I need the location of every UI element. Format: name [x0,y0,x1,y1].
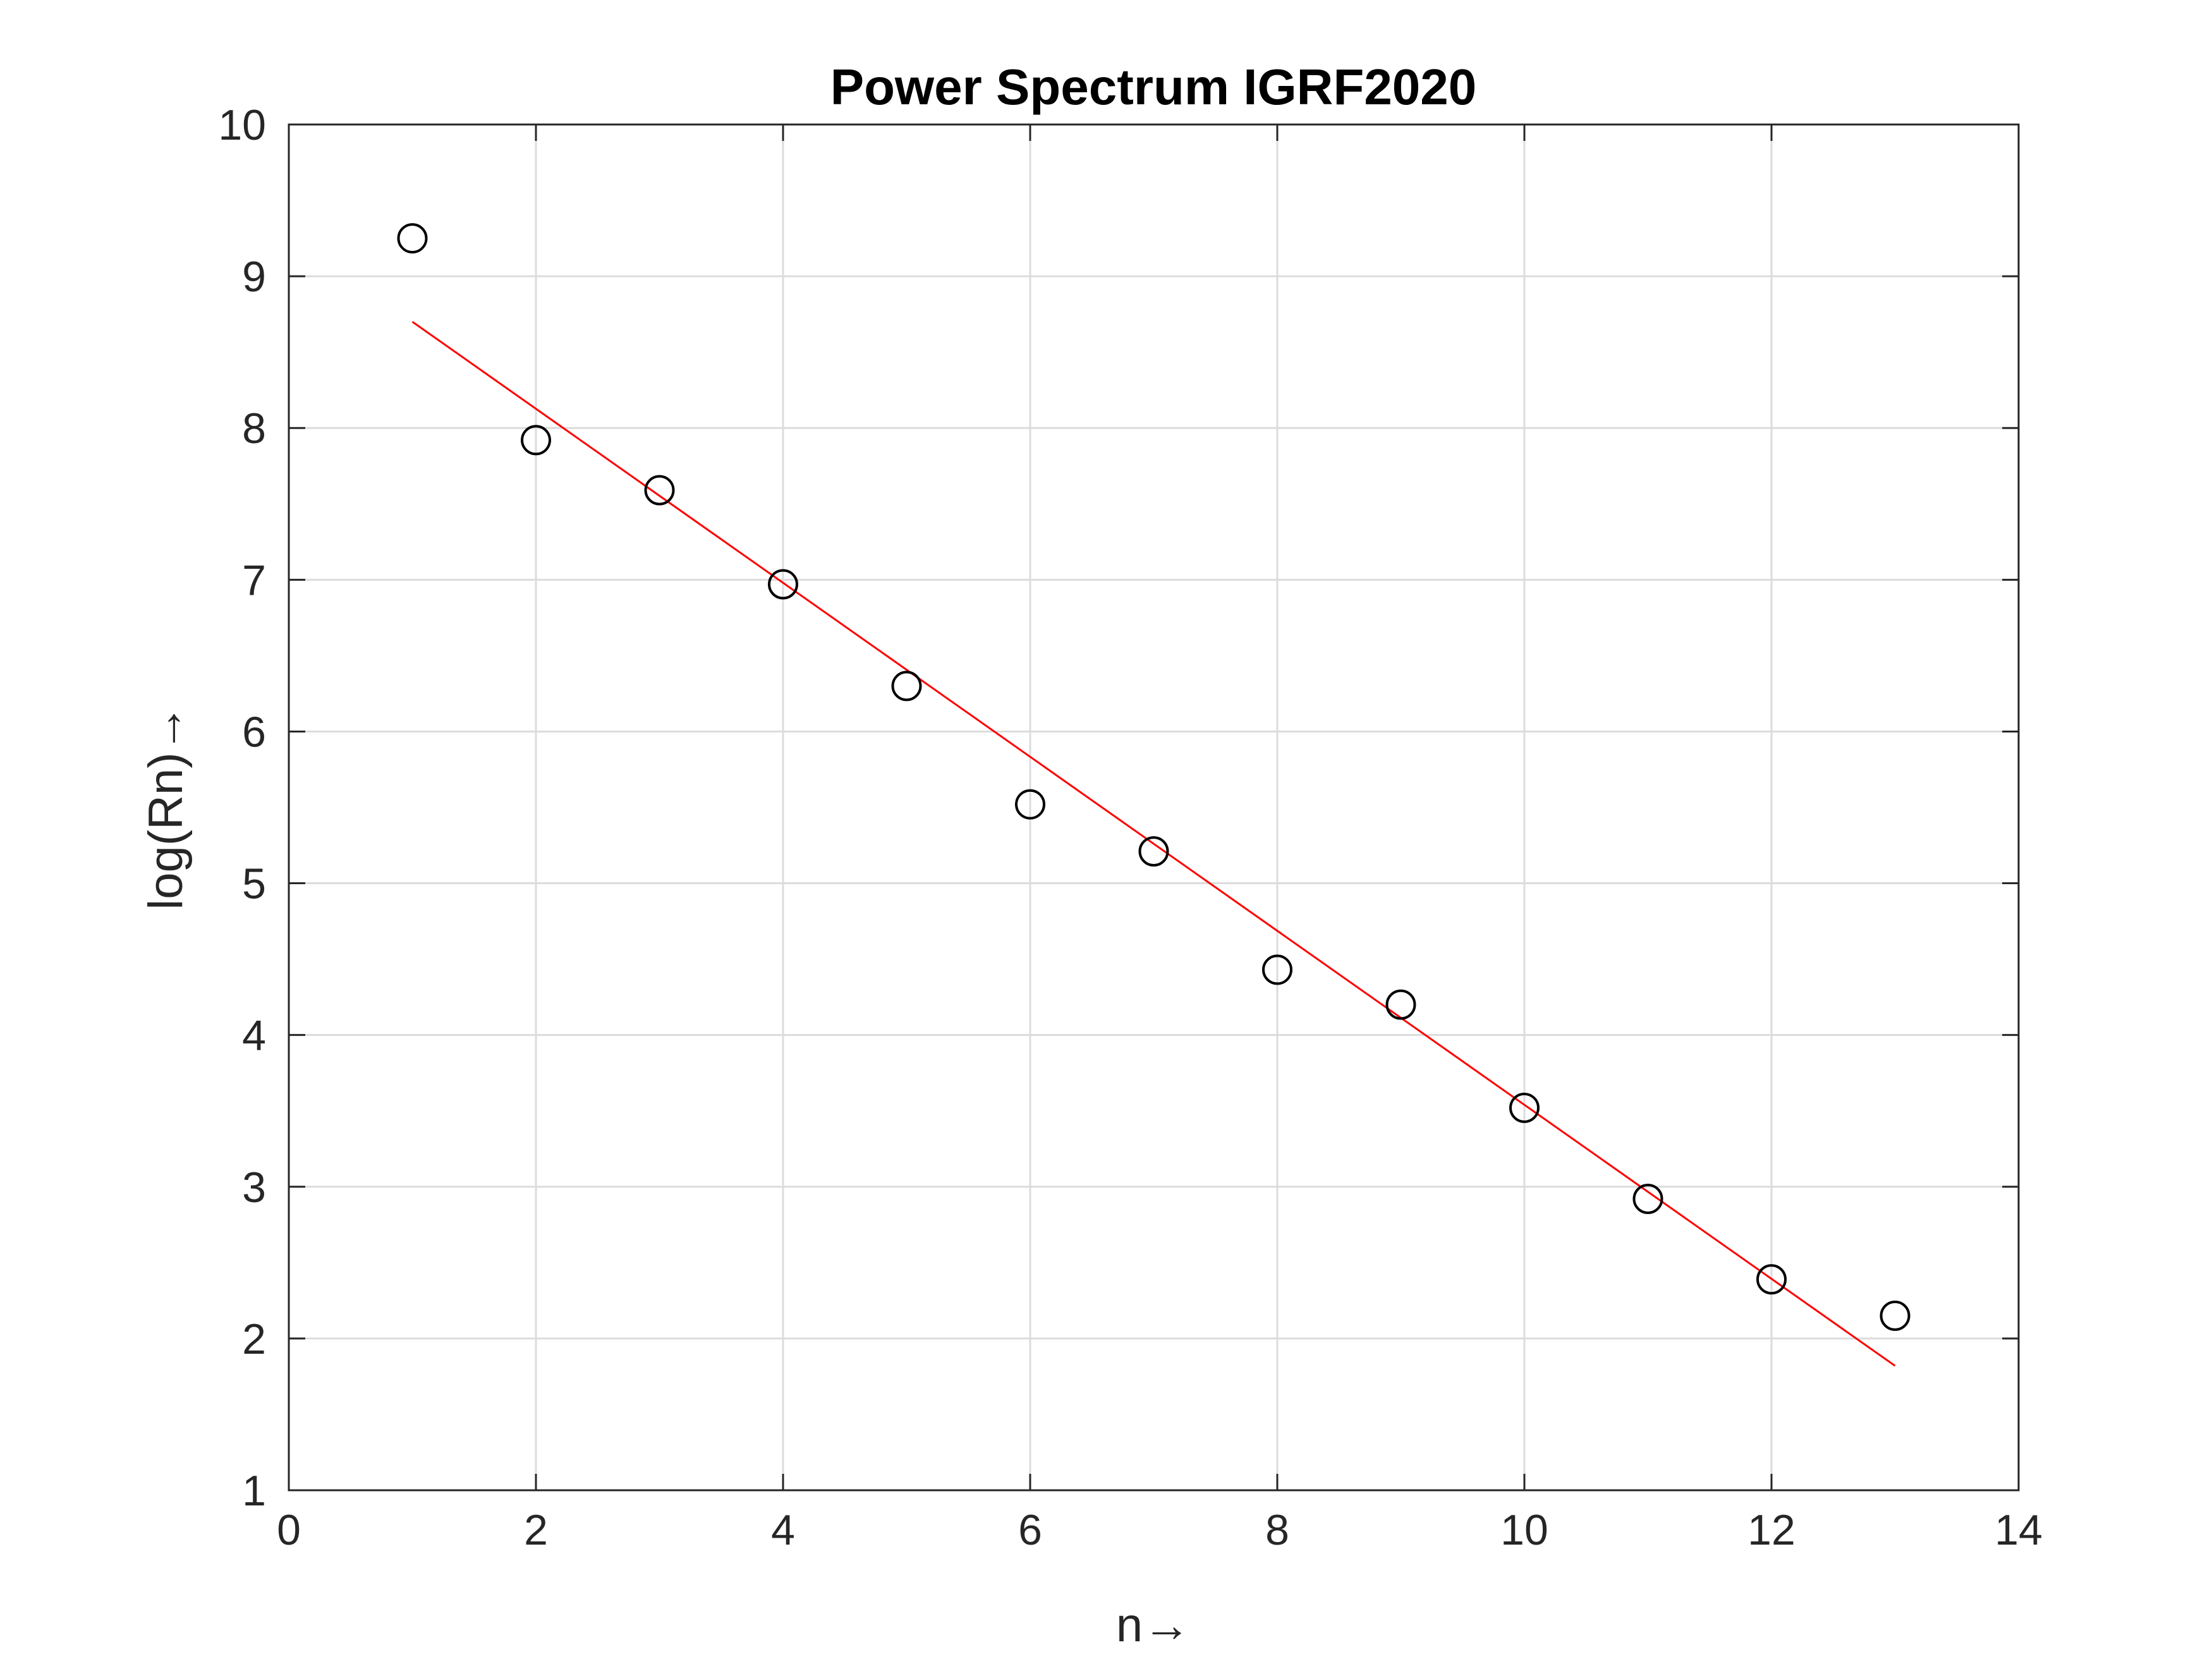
x-tick-label: 10 [1500,1506,1548,1554]
x-tick-label: 14 [1995,1506,2043,1554]
x-tick-label: 12 [1747,1506,1796,1554]
y-tick-label: 2 [242,1315,266,1363]
x-tick-label: 6 [1018,1506,1042,1554]
data-point [644,475,675,506]
x-tick-label: 8 [1265,1506,1289,1554]
y-tick-label: 8 [242,404,266,453]
data-point [891,671,922,702]
plot-area-border [288,123,2020,1492]
data-point [1509,1092,1540,1123]
scatter-series [397,223,1911,1331]
data-point [1385,989,1416,1020]
y-tick-label: 9 [242,253,266,301]
plot-area-background [289,125,2019,1490]
y-tick-labels: 1 2 3 4 5 6 7 8 9 10 [218,101,266,1515]
x-tick-label: 2 [524,1506,548,1554]
y-tick-label: 6 [242,708,266,756]
y-tick-label: 4 [242,1012,266,1060]
y-tick-label: 5 [242,860,266,908]
chart-title: Power Spectrum IGRF2020 [830,59,1477,115]
x-axis-label: n→ [1116,1598,1191,1652]
y-tick-label: 1 [242,1467,266,1515]
x-tick-label: 4 [771,1506,795,1554]
fit-line-series [411,320,1896,1367]
y-tick-label: 3 [242,1164,266,1212]
data-point [1880,1300,1911,1331]
data-point [1632,1183,1663,1214]
y-axis-label: log(Rn)→ [139,704,193,909]
data-point [1756,1264,1787,1295]
data-point [1015,789,1045,820]
data-point [521,425,551,456]
x-tick-labels: 0 2 4 6 8 10 12 14 [277,1506,2043,1554]
x-tick-label: 0 [277,1506,301,1554]
data-point [1138,836,1169,867]
data-point [397,223,428,254]
y-tick-label: 7 [242,556,266,604]
y-tick-label: 10 [218,101,266,149]
data-point [768,569,798,600]
data-point [1262,954,1292,985]
fit-line [411,320,1896,1367]
